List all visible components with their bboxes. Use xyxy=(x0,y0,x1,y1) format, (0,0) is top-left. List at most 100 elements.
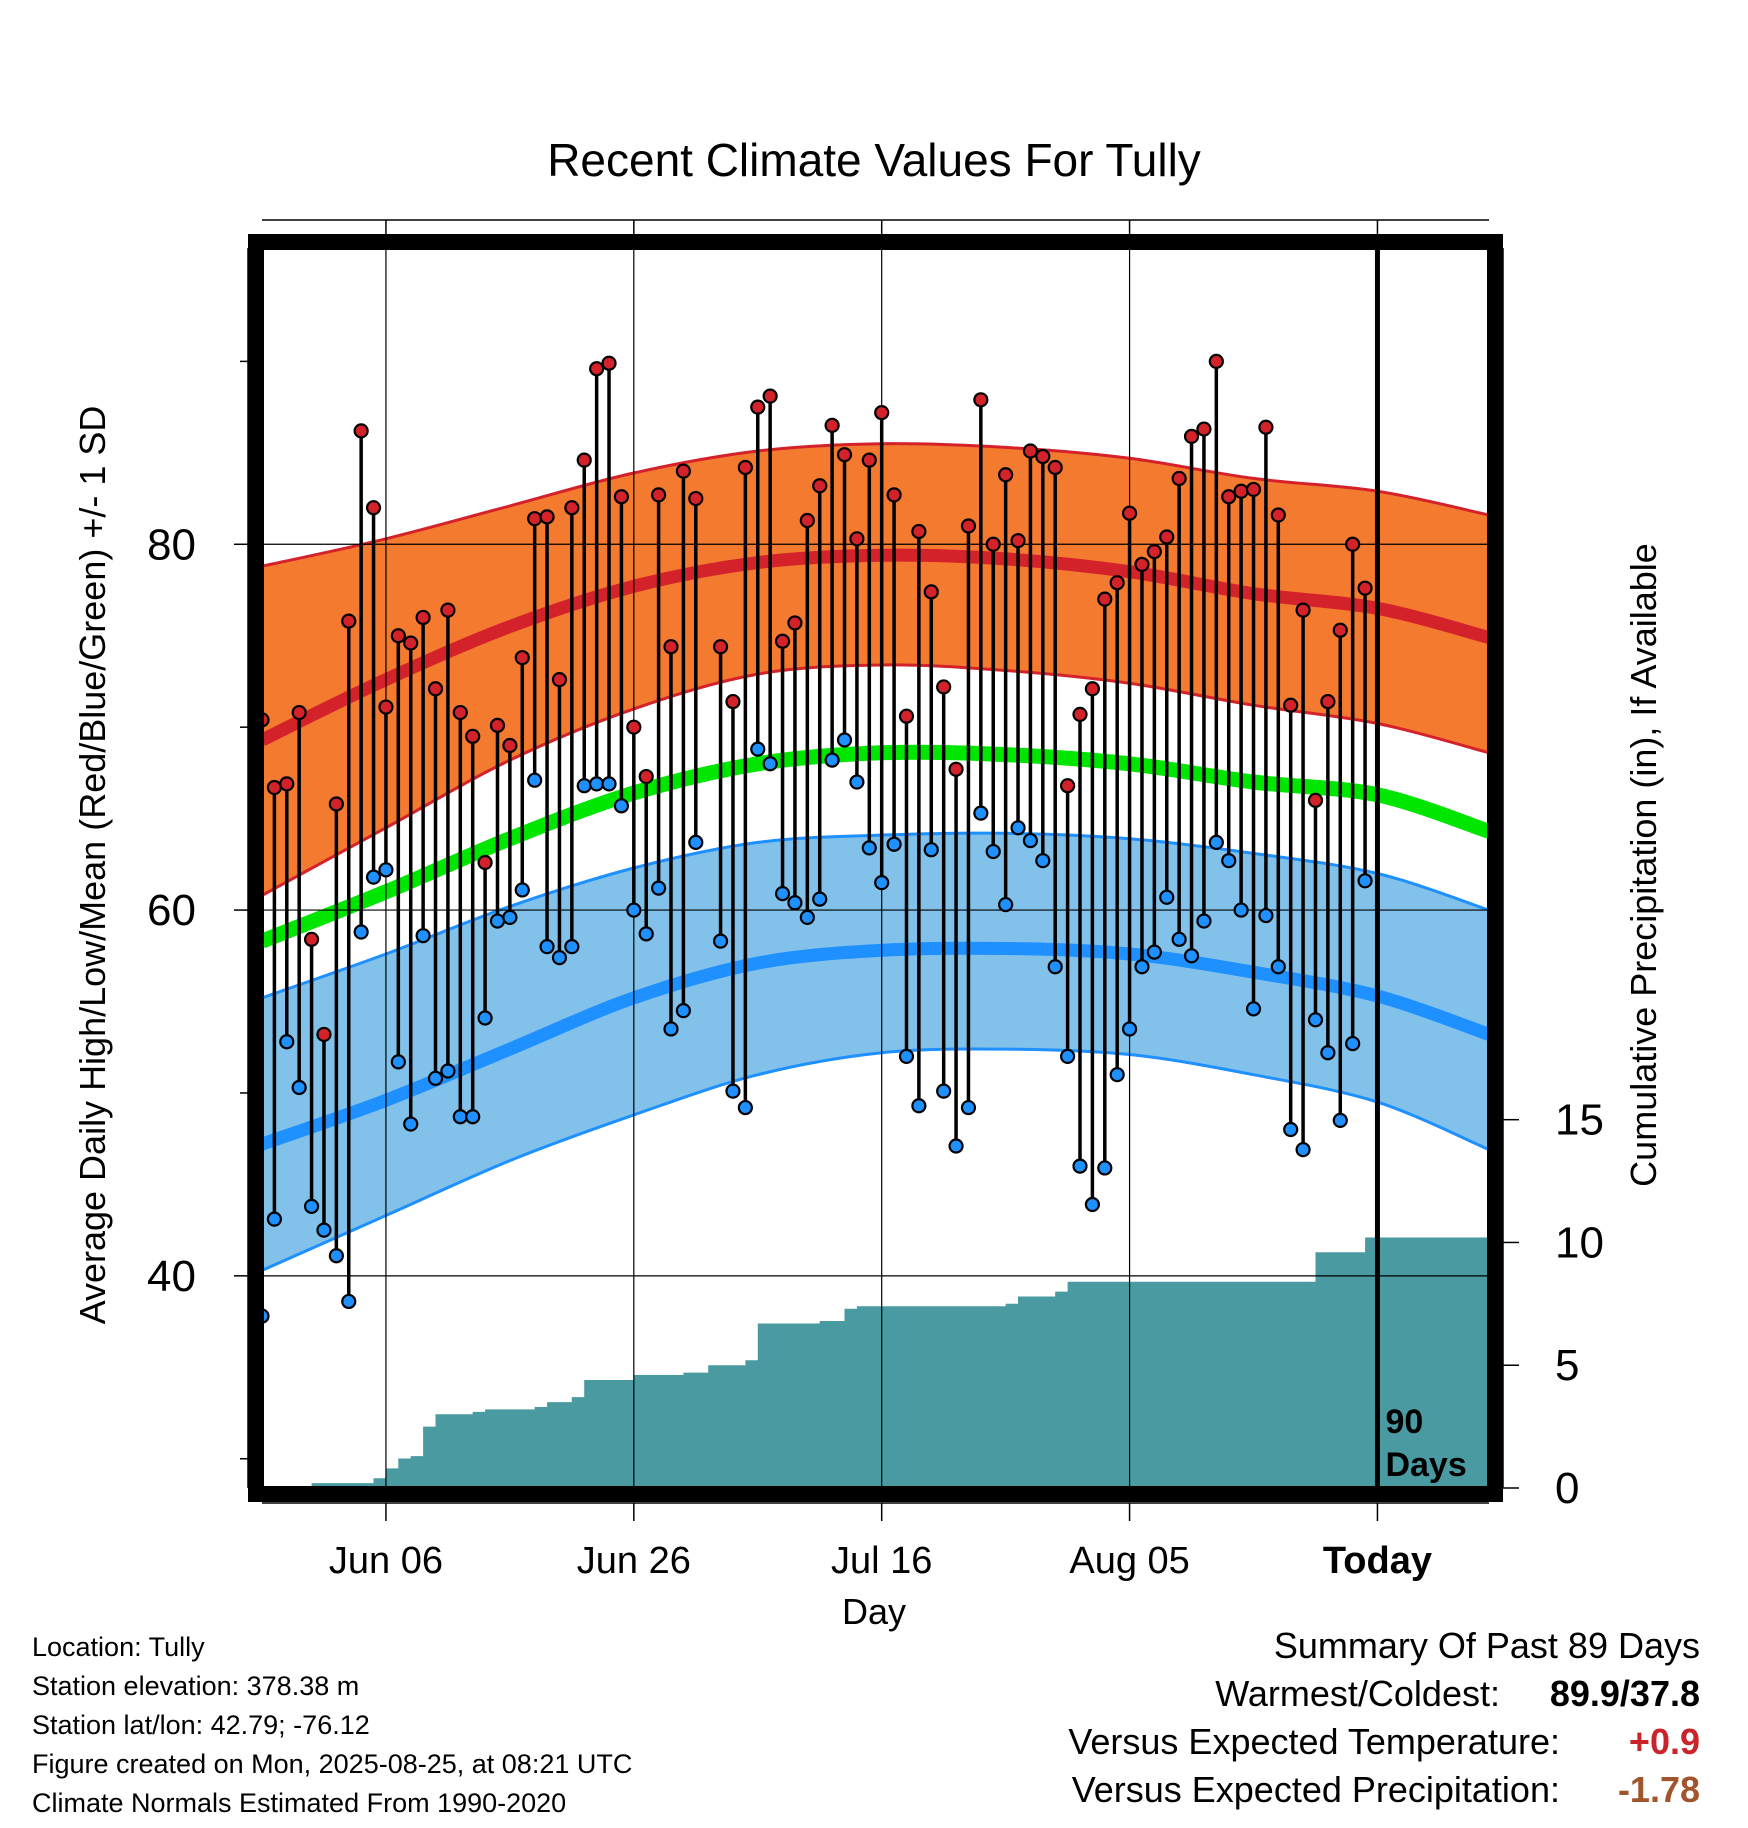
obs-high-point xyxy=(1060,778,1076,794)
precipitation-departure-row: Versus Expected Precipitation: -1.78 xyxy=(1068,1766,1700,1814)
obs-high-point xyxy=(874,405,890,421)
obs-low-point xyxy=(452,1109,468,1125)
obs-high-point xyxy=(353,423,369,439)
obs-high-point xyxy=(1245,481,1262,498)
obs-high-point xyxy=(1357,580,1373,596)
obs-low-point xyxy=(750,741,766,757)
obs-high-point xyxy=(626,719,642,735)
obs-high-point xyxy=(1047,459,1063,476)
obs-high-point xyxy=(985,536,1001,552)
obs-high-point xyxy=(675,463,691,479)
obs-high-point xyxy=(1320,693,1336,710)
obs-high-point xyxy=(1109,575,1125,591)
obs-high-point xyxy=(1035,448,1051,465)
high-band-layer xyxy=(262,442,1489,898)
obs-high-point xyxy=(477,854,493,871)
obs-low-point xyxy=(328,1248,344,1264)
obs-low-point xyxy=(886,836,902,852)
obs-low-point xyxy=(353,924,369,940)
obs-low-point xyxy=(341,1293,357,1310)
obs-high-point xyxy=(663,639,679,655)
obs-high-point xyxy=(427,681,444,697)
obs-high-point xyxy=(1097,591,1113,607)
obs-low-point xyxy=(1233,902,1249,918)
obs-low-point xyxy=(824,752,840,768)
obs-high-point xyxy=(291,704,307,721)
obs-low-point xyxy=(378,862,394,878)
obs-low-point xyxy=(799,909,815,925)
obs-low-point xyxy=(601,776,617,792)
obs-high-point xyxy=(737,459,753,476)
right-tick-label: 5 xyxy=(1555,1341,1579,1390)
obs-high-point xyxy=(266,779,282,796)
obs-low-point xyxy=(316,1222,332,1238)
obs-low-point xyxy=(911,1098,927,1114)
obs-low-point xyxy=(849,774,865,790)
obs-high-point xyxy=(1258,419,1274,435)
obs-high-point xyxy=(564,500,580,516)
obs-low-point xyxy=(812,891,828,907)
x-tick-label: Aug 05 xyxy=(1069,1540,1189,1582)
obs-high-point xyxy=(1146,543,1162,560)
obs-low-point xyxy=(527,772,543,788)
obs-low-point xyxy=(836,732,853,748)
obs-high-point xyxy=(1233,483,1249,499)
obs-high-point xyxy=(1196,421,1212,437)
left-tick-label: 80 xyxy=(147,520,196,569)
x-tick-label: Jul 16 xyxy=(831,1540,932,1582)
precipitation-departure-label: Versus Expected Precipitation: xyxy=(1071,1769,1560,1810)
obs-high-point xyxy=(440,602,456,618)
obs-high-point xyxy=(861,452,877,468)
obs-low-point xyxy=(1097,1160,1113,1176)
obs-high-point xyxy=(1332,622,1348,638)
obs-low-point xyxy=(1134,959,1150,975)
obs-low-point xyxy=(948,1138,964,1154)
high-sd-band xyxy=(262,442,1489,898)
obs-high-point xyxy=(1159,529,1175,545)
summary-heading: Summary Of Past 89 Days xyxy=(1273,1625,1700,1666)
obs-high-point xyxy=(1171,470,1187,487)
obs-low-point xyxy=(936,1083,952,1099)
right-tick-label: 10 xyxy=(1555,1218,1604,1267)
obs-low-point xyxy=(1345,1035,1361,1052)
obs-high-point xyxy=(824,417,840,434)
obs-low-point xyxy=(427,1070,444,1086)
obs-high-point xyxy=(1283,697,1299,713)
obs-high-point xyxy=(774,633,791,649)
obs-low-point xyxy=(626,902,642,918)
obs-high-point xyxy=(341,613,357,629)
obs-high-point xyxy=(527,511,543,527)
obs-high-point xyxy=(1345,536,1361,552)
obs-low-point xyxy=(1159,889,1175,905)
obs-high-point xyxy=(750,399,766,415)
obs-low-point xyxy=(589,776,605,792)
obs-low-point xyxy=(465,1109,481,1125)
obs-high-point xyxy=(712,639,729,655)
obs-high-point xyxy=(316,1026,332,1043)
obs-high-point xyxy=(1295,602,1311,618)
obs-low-point xyxy=(1320,1045,1336,1061)
obs-low-point xyxy=(663,1021,679,1037)
obs-high-point xyxy=(279,776,295,792)
obs-high-point xyxy=(514,650,530,666)
obs-high-point xyxy=(551,672,568,688)
obs-low-point xyxy=(440,1063,456,1079)
obs-low-point xyxy=(923,842,939,858)
obs-high-point xyxy=(613,489,630,505)
obs-high-point xyxy=(812,478,828,494)
normals-text: Climate Normals Estimated From 1990-2020 xyxy=(32,1788,567,1818)
obs-high-point xyxy=(415,609,431,626)
precipitation-area xyxy=(262,1237,1489,1488)
obs-high-point xyxy=(303,931,320,947)
obs-low-point xyxy=(1245,1001,1262,1017)
obs-low-point xyxy=(712,933,729,949)
obs-low-point xyxy=(1084,1196,1100,1213)
obs-high-point xyxy=(1084,681,1100,697)
obs-low-point xyxy=(1208,834,1224,850)
x-axis-label: Day xyxy=(842,1591,906,1632)
obs-low-point xyxy=(1357,873,1373,889)
obs-high-point xyxy=(502,737,518,754)
obs-low-point xyxy=(774,886,791,902)
obs-low-point xyxy=(787,895,803,911)
